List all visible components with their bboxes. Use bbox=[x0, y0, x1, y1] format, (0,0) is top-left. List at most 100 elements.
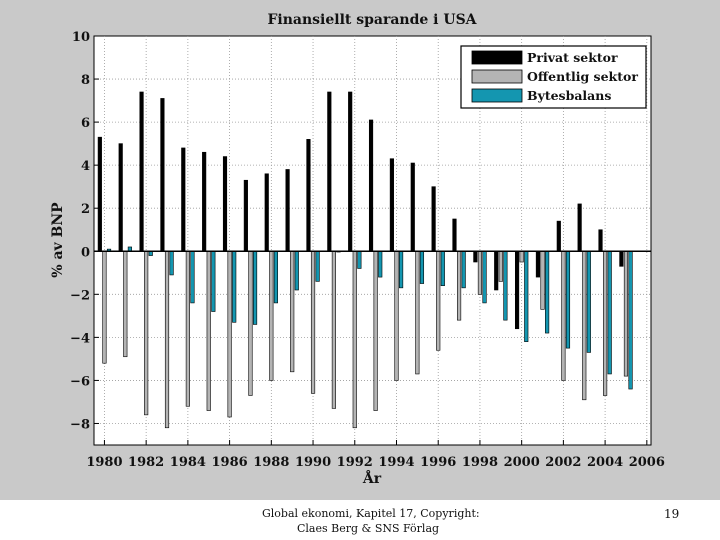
x-tick-labels: 1980 1982 1984 1986 1988 1990 1992 1994 1996 1998… bbox=[86, 440, 665, 470]
bar-s0-1999 bbox=[494, 250, 499, 291]
bar-s0-1998 bbox=[473, 250, 478, 263]
bars-layer bbox=[97, 91, 633, 429]
bar-s1-1997 bbox=[456, 250, 462, 321]
bar-s2-2003 bbox=[586, 250, 591, 353]
chart-title: Finansiellt sparande i USA bbox=[267, 12, 477, 28]
bar-s2-1988 bbox=[273, 250, 278, 304]
bar-s1-1996 bbox=[436, 250, 441, 351]
bar-s1-1995 bbox=[415, 250, 420, 375]
bar-s0-1986 bbox=[222, 156, 228, 252]
legend-swatch-privat-sektor bbox=[471, 50, 523, 65]
bar-s2-1986 bbox=[232, 250, 237, 323]
bar-s2-2004 bbox=[607, 250, 612, 375]
bar-s1-2005 bbox=[623, 250, 629, 377]
bar-s2-1995 bbox=[419, 250, 425, 284]
bar-s0-1983 bbox=[160, 98, 165, 252]
bar-s1-1990 bbox=[310, 250, 316, 394]
x-tick-label-13: 2006 bbox=[629, 455, 665, 470]
chart-svg: −8 −6 −4 −2 0 2 4 6 8 10 1980 1982 1984 1986 1988 1990… bbox=[50, 12, 665, 487]
x-tick-label-9: 1998 bbox=[462, 455, 498, 470]
bar-s2-1993 bbox=[378, 250, 383, 278]
legend: Privat sektor Offentlig sektor Bytesbala… bbox=[460, 45, 647, 109]
bar-s0-2000 bbox=[514, 250, 520, 330]
bar-s0-1982 bbox=[139, 91, 144, 252]
bar-s0-1993 bbox=[368, 119, 374, 252]
legend-swatch-offentlig-sektor bbox=[471, 69, 523, 84]
y-tick-label-0: −8 bbox=[70, 417, 90, 432]
footer-copyright-line1: Global ekonomi, Kapitel 17, Copyright: bbox=[262, 507, 480, 520]
bar-s0-1992 bbox=[348, 91, 353, 252]
page-number: 19 bbox=[664, 507, 680, 521]
x-tick-label-10: 2000 bbox=[504, 455, 540, 470]
legend-swatch-bytesbalans bbox=[471, 88, 523, 103]
bar-s1-1981 bbox=[123, 250, 128, 358]
bar-s1-1986 bbox=[227, 250, 232, 418]
legend-label-bytesbalans: Bytesbalans bbox=[527, 88, 611, 103]
bar-s1-1983 bbox=[164, 250, 170, 429]
bar-s0-2004 bbox=[598, 229, 603, 252]
bar-s0-1997 bbox=[452, 218, 457, 252]
bar-s2-1987 bbox=[252, 250, 258, 325]
bar-s2-1985 bbox=[211, 250, 216, 312]
x-tick-label-2: 1984 bbox=[170, 455, 206, 470]
bar-s0-1980 bbox=[97, 136, 102, 252]
bar-s1-1994 bbox=[394, 250, 399, 381]
bar-s1-2004 bbox=[603, 250, 608, 396]
bar-s0-1994 bbox=[389, 158, 394, 252]
bar-s1-1985 bbox=[206, 250, 211, 411]
y-tick-label-1: −6 bbox=[70, 374, 90, 389]
bar-s0-1985 bbox=[202, 151, 207, 252]
bar-s0-2003 bbox=[577, 203, 582, 252]
y-tick-label-2: −4 bbox=[70, 331, 90, 346]
bar-s1-1988 bbox=[269, 250, 274, 381]
bar-s2-1990 bbox=[315, 250, 320, 282]
bar-s2-2001 bbox=[545, 250, 550, 334]
x-tick-label-6: 1992 bbox=[337, 455, 373, 470]
y-tick-label-5: 2 bbox=[81, 202, 90, 217]
bar-s2-1992 bbox=[357, 250, 362, 269]
bar-s2-2000 bbox=[524, 250, 529, 342]
bar-s1-1992 bbox=[352, 250, 357, 429]
x-tick-label-4: 1988 bbox=[253, 455, 289, 470]
x-tick-label-11: 2002 bbox=[545, 455, 581, 470]
chart-area: −8 −6 −4 −2 0 2 4 6 8 10 1980 1982 1984 1986 1988 1990… bbox=[0, 0, 720, 500]
bar-s1-1980 bbox=[102, 250, 107, 364]
x-axis-label: År bbox=[362, 469, 382, 487]
bar-s0-1996 bbox=[431, 186, 436, 252]
bar-s1-1991 bbox=[331, 250, 336, 409]
bar-s2-2005 bbox=[628, 250, 633, 390]
y-tick-label-6: 4 bbox=[81, 159, 90, 174]
bar-s1-2002 bbox=[561, 250, 566, 381]
x-tick-label-7: 1994 bbox=[378, 455, 414, 470]
legend-label-offentlig-sektor: Offentlig sektor bbox=[527, 69, 638, 84]
bar-s1-1989 bbox=[290, 250, 295, 373]
x-tick-label-5: 1990 bbox=[295, 455, 331, 470]
bar-s2-1983 bbox=[169, 250, 174, 276]
bar-s1-1993 bbox=[373, 250, 378, 411]
y-tick-label-7: 6 bbox=[81, 116, 90, 131]
y-tick-label-9: 10 bbox=[72, 30, 90, 45]
x-tick-label-3: 1986 bbox=[212, 455, 248, 470]
bar-s0-1981 bbox=[118, 143, 123, 252]
bar-s2-1996 bbox=[440, 250, 445, 286]
bar-s0-1987 bbox=[243, 179, 248, 252]
bar-s0-1984 bbox=[181, 147, 186, 252]
y-tick-label-4: 0 bbox=[81, 245, 90, 260]
bar-s1-2003 bbox=[582, 250, 587, 401]
legend-label-privat-sektor: Privat sektor bbox=[527, 50, 618, 65]
x-tick-label-8: 1996 bbox=[420, 455, 456, 470]
y-tick-label-8: 8 bbox=[81, 73, 90, 88]
bar-s2-1989 bbox=[294, 250, 299, 291]
bar-s0-2005 bbox=[619, 250, 624, 267]
bar-s0-1988 bbox=[264, 173, 269, 252]
y-tick-label-3: −2 bbox=[70, 288, 90, 303]
bar-s0-2002 bbox=[556, 220, 561, 252]
y-axis-label: % av BNP bbox=[50, 202, 66, 278]
bar-s1-1982 bbox=[144, 250, 149, 416]
bar-s2-1997 bbox=[461, 250, 466, 289]
bar-s1-2000 bbox=[519, 250, 524, 263]
bar-s0-1991 bbox=[327, 91, 332, 252]
bar-s1-1984 bbox=[185, 250, 190, 407]
x-tick-label-0: 1980 bbox=[86, 455, 122, 470]
bar-s2-1984 bbox=[190, 250, 195, 304]
